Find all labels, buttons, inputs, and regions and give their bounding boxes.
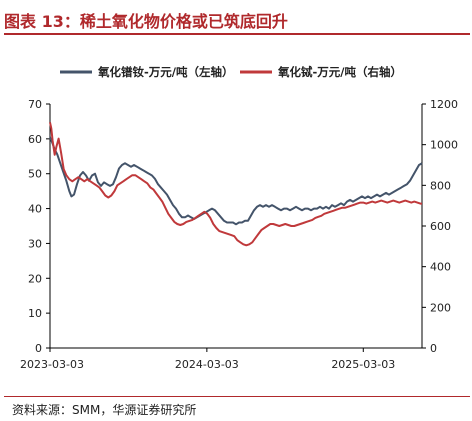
left-tick-label-2: 20	[28, 272, 42, 285]
line-chart: 氧化镨钕-万元/吨（左轴） 氧化铽-万元/吨（右轴） 0 10 20 30 40 50 60 70…	[20, 65, 458, 371]
x-tick-label-0: 2023-03-03	[20, 358, 84, 371]
left-tick-label-4: 40	[28, 203, 42, 216]
source-divider	[4, 396, 470, 397]
left-tick-label-3: 30	[28, 237, 42, 250]
series-line-1	[49, 136, 423, 226]
series-line-2	[49, 122, 422, 247]
right-tick-label-1: 200	[430, 301, 451, 314]
right-tick-label-0: 0	[430, 342, 437, 355]
right-tick-label-4: 800	[430, 179, 451, 192]
legend-label-2: 氧化铽-万元/吨（右轴）	[277, 65, 402, 79]
right-tick-label-2: 400	[430, 261, 451, 274]
legend-label-1: 氧化镨钕-万元/吨（左轴）	[97, 65, 233, 79]
figure-title: 图表 13：稀土氧化物价格或已筑底回升	[4, 12, 288, 31]
title-row: 图表 13：稀土氧化物价格或已筑底回升	[4, 6, 470, 35]
right-tick-label-5: 1000	[430, 139, 458, 152]
left-tick-label-5: 50	[28, 168, 42, 181]
x-tick-label-2: 2025-03-03	[331, 358, 395, 371]
right-tick-label-3: 600	[430, 220, 451, 233]
x-tick-label-1: 2024-03-03	[175, 358, 239, 371]
right-tick-label-6: 1200	[430, 98, 458, 111]
left-tick-label-7: 70	[28, 98, 42, 111]
left-tick-label-1: 10	[28, 307, 42, 320]
source-note: 资料来源：SMM，华源证券研究所	[12, 403, 197, 417]
title-underline	[4, 33, 470, 35]
left-tick-label-0: 0	[35, 342, 42, 355]
left-tick-label-6: 60	[28, 133, 42, 146]
